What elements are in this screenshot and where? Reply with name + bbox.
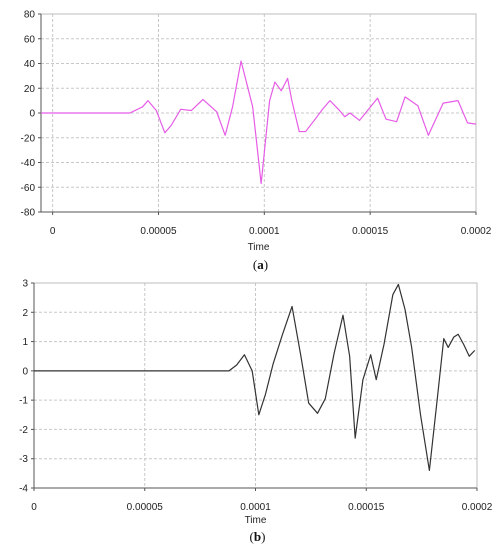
series-line [34,283,476,472]
caption-open: ( [250,529,254,544]
y-tick-label: 0 [29,109,35,120]
x-tick-label: 0 [50,226,56,237]
x-tick-label: 0.00015 [352,226,389,237]
y-tick-label: -2 [19,425,28,436]
x-tick-label: 0.0001 [240,502,271,513]
x-tick-label: 0.0002 [462,502,493,513]
caption-letter: a [257,257,264,272]
y-tick-label: -4 [19,484,28,495]
y-tick-label: 20 [24,84,36,95]
caption-letter: b [254,529,261,544]
y-tick-label: -1 [19,396,28,407]
caption-close: ) [264,257,268,272]
x-tick-label: 0 [31,502,37,513]
y-tick-label: 80 [24,10,36,21]
x-tick-label: 0.00015 [348,502,385,513]
y-tick-label: -60 [21,183,36,194]
x-tick-label: 0.00005 [140,226,177,237]
chart-panel-a: -80 -60 -40 -20 0 20 40 60 80 0 0.00005 0.0001 0.000… [21,10,492,273]
y-tick-label: 1 [22,337,28,348]
y-tick-label: -3 [19,454,28,465]
y-tick-label: 2 [22,308,28,319]
x-tick-label: 0.0002 [461,226,492,237]
y-tick-label: 0 [22,366,28,377]
y-tick-label: 40 [24,59,36,70]
series-line [41,60,477,185]
chart-panel-b: -4 -3 -2 -1 0 1 2 3 0 0.00005 0.0001 0.00015 0.0002 T… [19,279,493,545]
caption-open: ( [253,257,257,272]
y-tick-label: -80 [21,208,36,219]
panel-caption: (a) [253,257,268,272]
y-tick-label: 3 [22,279,28,290]
panel-caption: (b) [250,529,266,544]
y-tick-label: -20 [21,133,36,144]
y-tick-label: -40 [21,158,36,169]
x-axis-title: Time [245,515,267,526]
x-tick-label: 0.00005 [127,502,164,513]
caption-close: ) [261,529,265,544]
y-tick-label: 60 [24,34,36,45]
x-axis-title: Time [248,242,270,253]
x-tick-label: 0.0001 [249,226,280,237]
